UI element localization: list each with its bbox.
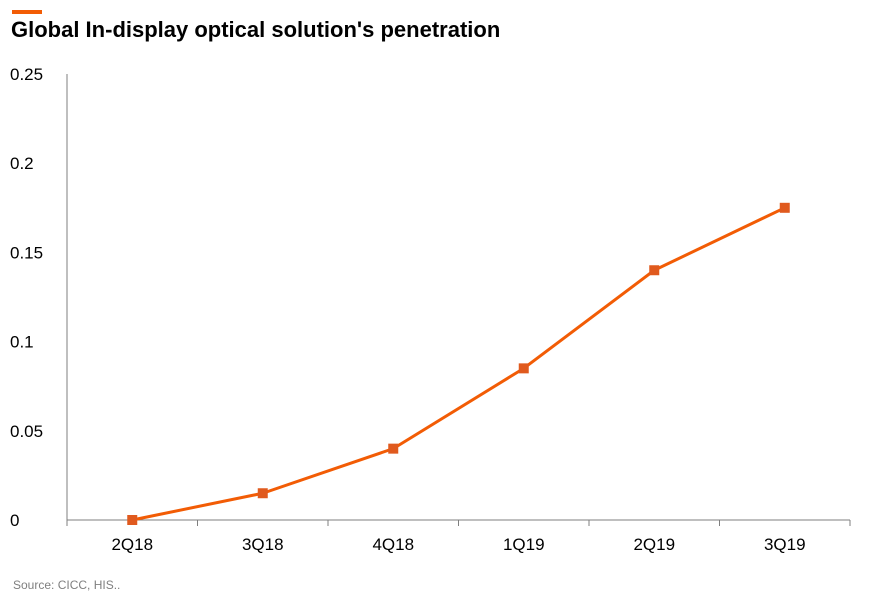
x-tick-label: 1Q19	[503, 535, 545, 554]
x-tick-label: 2Q19	[633, 535, 675, 554]
data-point-marker	[127, 515, 138, 525]
x-tick-label: 3Q19	[764, 535, 806, 554]
x-tick-labels: 2Q18 3Q18 4Q18 1Q19 2Q19 3Q19	[66, 520, 851, 554]
y-tick-label: 0.1	[10, 333, 34, 352]
chart-title: Global In-display optical solution's pen…	[11, 17, 501, 42]
y-tick-labels: 0 0.05 0.1 0.15 0.2 0.25	[10, 65, 43, 530]
y-tick-label: 0.2	[10, 154, 34, 173]
y-tick-label: 0.05	[10, 422, 43, 441]
x-tick-label: 4Q18	[372, 535, 414, 554]
y-tick-label: 0	[10, 511, 19, 530]
x-tick-label: 2Q18	[111, 535, 153, 554]
y-tick-label: 0.15	[10, 243, 43, 262]
y-tick-label: 0.25	[10, 65, 43, 84]
title-accent-bar	[12, 10, 42, 14]
data-point-marker	[257, 488, 268, 499]
x-tick-label: 3Q18	[242, 535, 284, 554]
data-markers	[127, 202, 790, 525]
series-line	[131, 206, 786, 522]
data-point-marker	[779, 202, 790, 213]
data-point-marker	[518, 363, 529, 374]
data-point-marker	[388, 443, 399, 454]
source-note: Source: CICC, HIS..	[13, 578, 121, 592]
data-point-marker	[649, 265, 660, 276]
